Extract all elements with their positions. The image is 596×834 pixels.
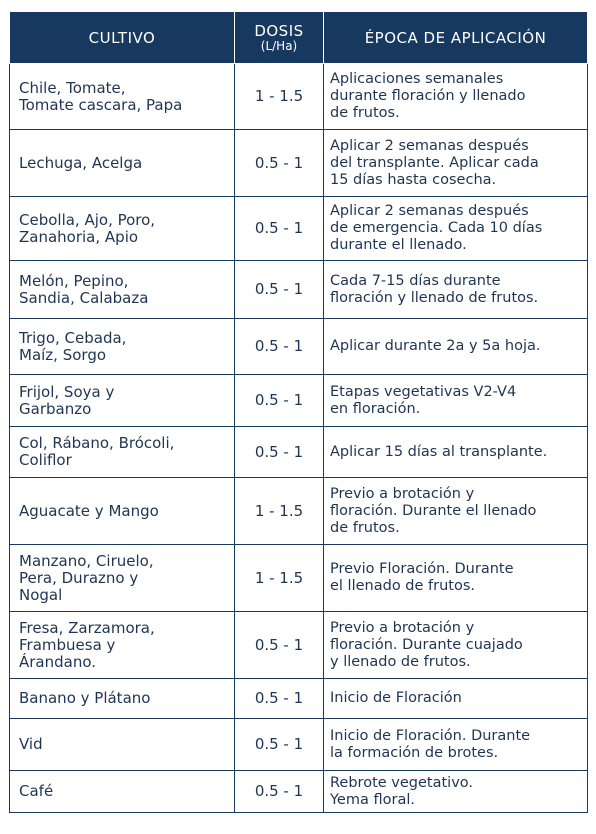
dosis-cell-text: 0.5 - 1 — [254, 735, 304, 753]
dosis-cell-text: 0.5 - 1 — [254, 689, 304, 707]
table-row: Café 0.5 - 1 Rebrote vegetativo. Yema flor… — [9, 770, 588, 813]
table-row: Trigo, Cebada, Maíz, Sorgo 0.5 - 1 Aplicar… — [9, 318, 588, 375]
cultivo-cell-text: Lechuga, Acelga — [19, 153, 143, 172]
cultivo-cell: Banano y Plátano — [9, 678, 235, 719]
epoca-cell-text: Aplicaciones semanales durante floración… — [330, 71, 526, 121]
epoca-cell-text: Inicio de Floración — [330, 690, 462, 706]
dosis-cell-text: 1 - 1.5 — [254, 87, 304, 105]
epoca-cell: Cada 7-15 días durante floración y llena… — [323, 260, 588, 319]
dosis-cell: 1 - 1.5 — [234, 544, 324, 612]
dosis-cell: 0.5 - 1 — [234, 718, 324, 771]
dosis-cell-text: 0.5 - 1 — [254, 442, 304, 461]
epoca-cell: Aplicar durante 2a y 5a hoja. — [323, 318, 588, 375]
dosis-cell-text: 0.5 - 1 — [254, 153, 304, 172]
epoca-cell-text: Etapas vegetativas V2-V4 en floración. — [330, 383, 517, 417]
table-row: Vid 0.5 - 1 Inicio de Floración. Durante l… — [9, 718, 588, 771]
table-row: Manzano, Ciruelo, Pera, Durazno y Nogal 1… — [9, 544, 588, 612]
cultivo-cell: Melón, Pepino, Sandia, Calabaza — [9, 260, 235, 319]
epoca-cell: Aplicar 2 semanas después del transplant… — [323, 129, 588, 197]
table-row: Col, Rábano, Brócoli, Coliflor 0.5 - 1 Apl… — [9, 426, 588, 478]
dosis-cell: 0.5 - 1 — [234, 611, 324, 679]
cultivo-cell: Frijol, Soya y Garbanzo — [9, 374, 235, 427]
epoca-cell: Previo Floración. Durante el llenado de … — [323, 544, 588, 612]
dosis-cell: 0.5 - 1 — [234, 770, 324, 813]
cultivo-cell-text: Café — [19, 782, 54, 800]
dosis-cell: 0.5 - 1 — [234, 260, 324, 319]
epoca-cell-text: Rebrote vegetativo. Yema floral. — [330, 774, 473, 808]
epoca-cell: Previo a brotación y floración. Durante … — [323, 611, 588, 679]
cultivo-cell: Café — [9, 770, 235, 813]
table-row: Lechuga, Acelga 0.5 - 1 Aplicar 2 semanas … — [9, 129, 588, 197]
cultivo-cell: Col, Rábano, Brócoli, Coliflor — [9, 426, 235, 478]
epoca-cell: Aplicar 15 días al transplante. — [323, 426, 588, 478]
cultivo-cell-text: Vid — [19, 735, 43, 753]
dosis-cell: 1 - 1.5 — [234, 477, 324, 545]
dosis-cell: 0.5 - 1 — [234, 318, 324, 375]
epoca-cell-text: Cada 7-15 días durante floración y llena… — [330, 272, 539, 306]
table-row: Aguacate y Mango 1 - 1.5 Previo a brotaci… — [9, 477, 588, 545]
cultivo-cell: Fresa, Zarzamora, Frambuesa y Árandano. — [9, 611, 235, 679]
epoca-cell: Inicio de Floración. Durante la formació… — [323, 718, 588, 771]
table-row: Melón, Pepino, Sandia, Calabaza 0.5 - 1 Ca… — [9, 260, 588, 319]
epoca-cell-text: Inicio de Floración. Durante la formació… — [330, 727, 531, 761]
epoca-cell: Rebrote vegetativo. Yema floral. — [323, 770, 588, 813]
dosis-cell: 0.5 - 1 — [234, 426, 324, 478]
table-header-row: CULTIVO DOSIS (L/Ha) ÉPOCA DE APLICACIÓN — [9, 11, 588, 64]
cultivo-cell: Aguacate y Mango — [9, 477, 235, 545]
epoca-cell-text: Previo a brotación y floración. Durante … — [330, 619, 523, 670]
cultivo-cell: Vid — [9, 718, 235, 771]
dosis-cell-text: 0.5 - 1 — [254, 280, 304, 298]
epoca-cell-text: Aplicar durante 2a y 5a hoja. — [330, 338, 541, 354]
dosis-cell: 0.5 - 1 — [234, 374, 324, 427]
table-row: Fresa, Zarzamora, Frambuesa y Árandano. 0… — [9, 611, 588, 679]
epoca-cell-text: Aplicar 2 semanas después de emergencia.… — [330, 203, 543, 253]
dosage-table: CULTIVO DOSIS (L/Ha) ÉPOCA DE APLICACIÓN… — [9, 11, 588, 813]
cultivo-cell: Manzano, Ciruelo, Pera, Durazno y Nogal — [9, 544, 235, 612]
cultivo-cell-text: Cebolla, Ajo, Poro, Zanahoria, Apio — [19, 210, 156, 246]
epoca-cell: Aplicar 2 semanas después de emergencia.… — [323, 196, 588, 261]
cultivo-cell: Cebolla, Ajo, Poro, Zanahoria, Apio — [9, 196, 235, 261]
header-epoca: ÉPOCA DE APLICACIÓN — [323, 11, 588, 64]
cultivo-cell-text: Banano y Plátano — [19, 689, 151, 707]
cultivo-cell-text: Col, Rábano, Brócoli, Coliflor — [19, 434, 175, 469]
epoca-cell: Previo a brotación y floración. Durante … — [323, 477, 588, 545]
dosis-cell-text: 1 - 1.5 — [254, 568, 304, 587]
cultivo-cell-text: Frijol, Soya y Garbanzo — [19, 382, 115, 418]
epoca-cell-text: Previo a brotación y floración. Durante … — [330, 485, 537, 536]
dosis-cell-text: 1 - 1.5 — [254, 501, 304, 520]
cultivo-cell-text: Chile, Tomate, Tomate cascara, Papa — [19, 78, 183, 114]
table-row: Cebolla, Ajo, Poro, Zanahoria, Apio 0.5 -… — [9, 196, 588, 261]
epoca-cell-text: Aplicar 15 días al transplante. — [330, 443, 548, 460]
epoca-cell: Aplicaciones semanales durante floración… — [323, 63, 588, 130]
table-row: Banano y Plátano 0.5 - 1 Inicio de Floraci… — [9, 678, 588, 719]
table-row: Frijol, Soya y Garbanzo 0.5 - 1 Etapas veg… — [9, 374, 588, 427]
cultivo-cell-text: Aguacate y Mango — [19, 501, 159, 520]
header-dosis: DOSIS (L/Ha) — [234, 11, 324, 64]
dosis-cell: 0.5 - 1 — [234, 196, 324, 261]
cultivo-cell: Chile, Tomate, Tomate cascara, Papa — [9, 63, 235, 130]
cultivo-cell-text: Melón, Pepino, Sandia, Calabaza — [19, 271, 149, 307]
dosis-cell: 0.5 - 1 — [234, 129, 324, 197]
dosis-cell: 1 - 1.5 — [234, 63, 324, 130]
epoca-cell: Inicio de Floración — [323, 678, 588, 719]
cultivo-cell: Trigo, Cebada, Maíz, Sorgo — [9, 318, 235, 375]
epoca-cell: Etapas vegetativas V2-V4 en floración. — [323, 374, 588, 427]
header-cultivo: CULTIVO — [9, 11, 235, 64]
cultivo-cell-text: Fresa, Zarzamora, Frambuesa y Árandano. — [19, 618, 155, 671]
dosis-cell-text: 0.5 - 1 — [254, 219, 304, 237]
cultivo-cell-text: Manzano, Ciruelo, Pera, Durazno y Nogal — [19, 551, 154, 604]
dosis-cell: 0.5 - 1 — [234, 678, 324, 719]
epoca-cell-text: Previo Floración. Durante el llenado de … — [330, 561, 514, 594]
dosis-cell-text: 0.5 - 1 — [254, 391, 304, 409]
cultivo-cell-text: Trigo, Cebada, Maíz, Sorgo — [19, 328, 127, 364]
dosis-cell-text: 0.5 - 1 — [254, 635, 304, 654]
cultivo-cell: Lechuga, Acelga — [9, 129, 235, 197]
table-body: Chile, Tomate, Tomate cascara, Papa 1 - 1… — [9, 63, 588, 813]
dosis-cell-text: 0.5 - 1 — [254, 337, 304, 355]
dosis-cell-text: 0.5 - 1 — [254, 782, 304, 800]
epoca-cell-text: Aplicar 2 semanas después del transplant… — [330, 137, 539, 188]
table-row: Chile, Tomate, Tomate cascara, Papa 1 - 1… — [9, 63, 588, 130]
